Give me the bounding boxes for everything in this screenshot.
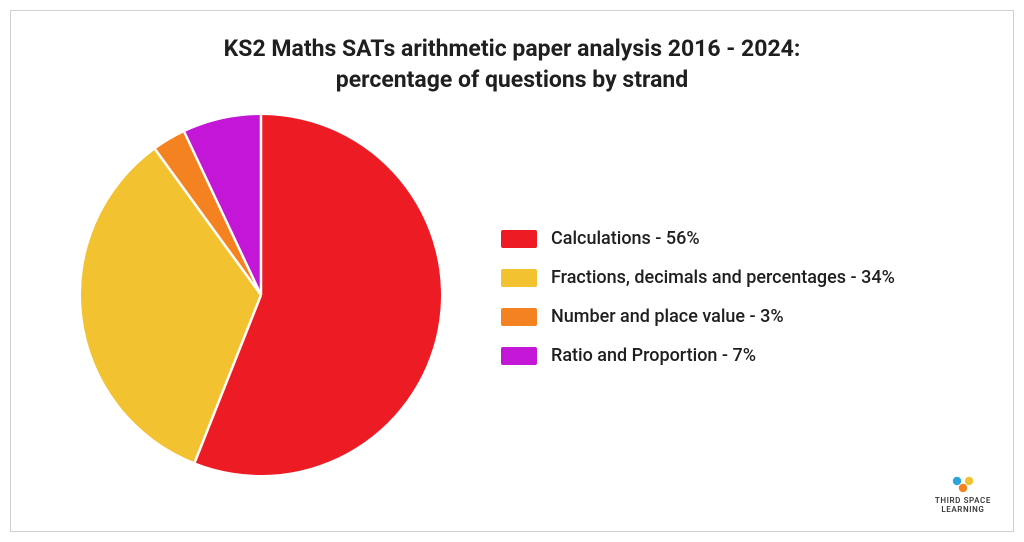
- brand-text-line2: LEARNING: [935, 505, 991, 515]
- chart-title-line2: percentage of questions by strand: [41, 64, 983, 95]
- legend-item: Calculations - 56%: [501, 228, 983, 249]
- legend-item: Ratio and Proportion - 7%: [501, 345, 983, 366]
- legend-swatch: [501, 347, 537, 365]
- pie-svg: [81, 115, 441, 475]
- legend-label: Calculations - 56%: [551, 228, 700, 249]
- legend: Calculations - 56% Fractions, decimals an…: [501, 228, 983, 366]
- legend-label: Number and place value - 3%: [551, 306, 784, 327]
- brand-logo: THIRD SPACE LEARNING: [935, 475, 991, 515]
- legend-label: Ratio and Proportion - 7%: [551, 345, 756, 366]
- pie-chart: [81, 115, 441, 479]
- logo-dots-icon: [945, 475, 981, 493]
- legend-item: Number and place value - 3%: [501, 306, 983, 327]
- brand-text-line1: THIRD SPACE: [935, 496, 991, 506]
- legend-label: Fractions, decimals and percentages - 34…: [551, 267, 895, 288]
- chart-title: KS2 Maths SATs arithmetic paper analysis…: [41, 33, 983, 95]
- legend-swatch: [501, 308, 537, 326]
- legend-swatch: [501, 230, 537, 248]
- chart-card: KS2 Maths SATs arithmetic paper analysis…: [10, 10, 1014, 532]
- chart-title-line1: KS2 Maths SATs arithmetic paper analysis…: [41, 33, 983, 64]
- chart-row: Calculations - 56% Fractions, decimals an…: [41, 105, 983, 479]
- legend-item: Fractions, decimals and percentages - 34…: [501, 267, 983, 288]
- legend-swatch: [501, 269, 537, 287]
